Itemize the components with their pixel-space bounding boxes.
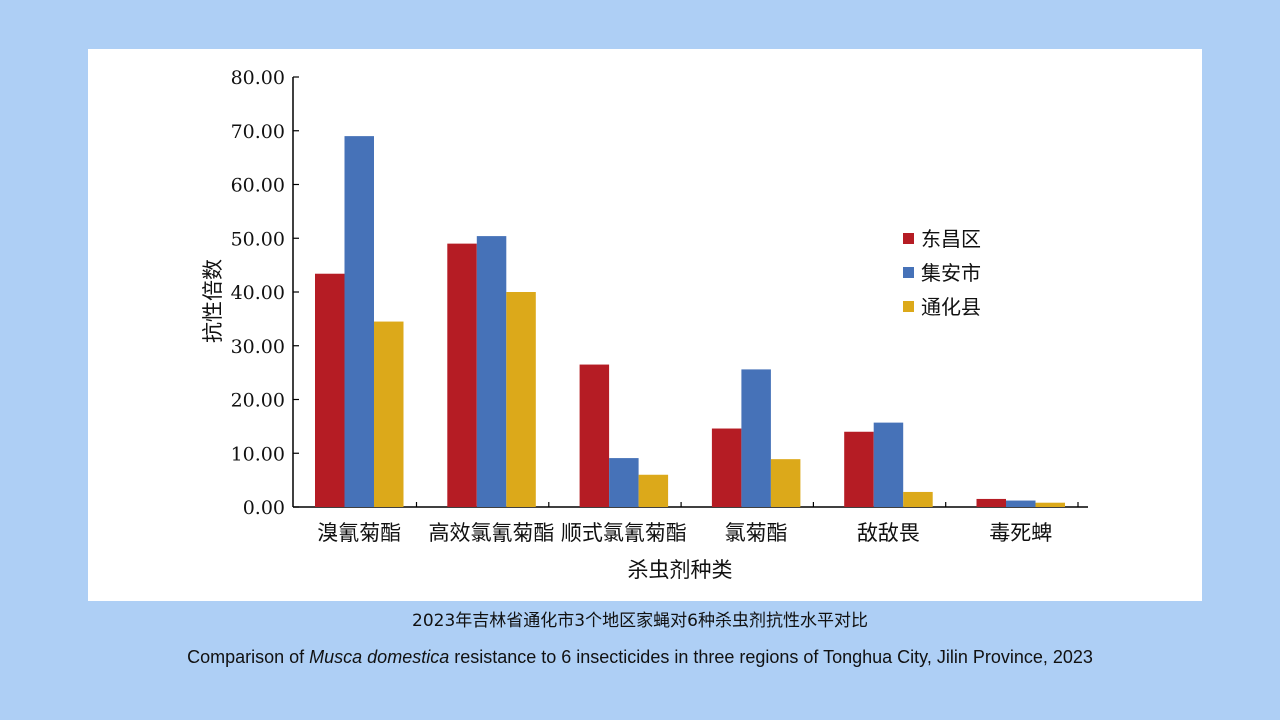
caption-chinese: 2023年吉林省通化市3个地区家蝇对6种杀虫剂抗性水平对比 (412, 611, 868, 631)
y-tick-label: 70.00 (231, 121, 285, 143)
bar-1-4 (711, 428, 742, 507)
x-tick-label: 顺式氯氰菊酯 (561, 521, 687, 545)
legend-swatch-3 (903, 301, 914, 312)
legend-swatch-2 (903, 267, 914, 278)
bar-2-5 (873, 422, 904, 507)
caption-en-species: Musca domestica (309, 647, 450, 667)
legend-label-3: 通化县 (921, 295, 981, 319)
bar-2-4 (741, 369, 771, 507)
y-tick-label: 50.00 (231, 228, 285, 250)
bar-chart: 0.00 10.00 20.00 30.00 40.00 50.00 60.00 70.00 8… (201, 67, 1088, 582)
y-tick-label: 20.00 (231, 390, 285, 412)
bar-2-2 (476, 236, 507, 507)
y-tick-label: 80.00 (231, 67, 285, 89)
legend-label-2: 集安市 (921, 261, 981, 285)
bar-1-3 (579, 364, 610, 507)
bar-3-6 (1035, 502, 1065, 507)
bar-1-1 (315, 273, 345, 507)
legend-swatch-1 (903, 233, 914, 244)
y-tick-label: 60.00 (231, 175, 285, 197)
x-tick-label: 高效氯氰菊酯 (429, 521, 555, 545)
x-tick-label: 溴氰菊酯 (317, 521, 401, 545)
bar-3-5 (903, 491, 933, 507)
bar-3-1 (374, 321, 404, 507)
bar-1-2 (447, 243, 477, 507)
figure-panel: 0.00 10.00 20.00 30.00 40.00 50.00 60.00 70.00 8… (88, 49, 1202, 601)
y-tick-label: 0.00 (243, 497, 285, 519)
x-tick-label: 敌敌畏 (857, 521, 920, 545)
bar-2-6 (1006, 500, 1036, 507)
bar-3-3 (638, 474, 669, 507)
y-tick-label: 40.00 (231, 282, 285, 304)
caption-en-suffix: resistance to 6 insecticides in three re… (449, 647, 1093, 667)
bar-2-1 (344, 136, 374, 507)
y-axis-title: 抗性倍数 (201, 259, 225, 343)
y-tick-label: 10.00 (231, 443, 285, 465)
bar-1-5 (844, 431, 874, 507)
bar-1-6 (976, 498, 1006, 507)
y-tick-label: 30.00 (231, 336, 285, 358)
caption-english: Comparison of Musca domestica resistance… (0, 647, 1280, 668)
bar-2-3 (609, 458, 639, 507)
bar-3-2 (506, 292, 536, 507)
legend-label-1: 东昌区 (921, 227, 981, 251)
x-tick-label: 氯菊酯 (725, 521, 788, 545)
x-axis-title: 杀虫剂种类 (628, 558, 733, 582)
x-tick-label: 毒死蜱 (989, 521, 1052, 545)
caption-en-prefix: Comparison of (187, 647, 310, 667)
bar-3-4 (770, 459, 801, 507)
